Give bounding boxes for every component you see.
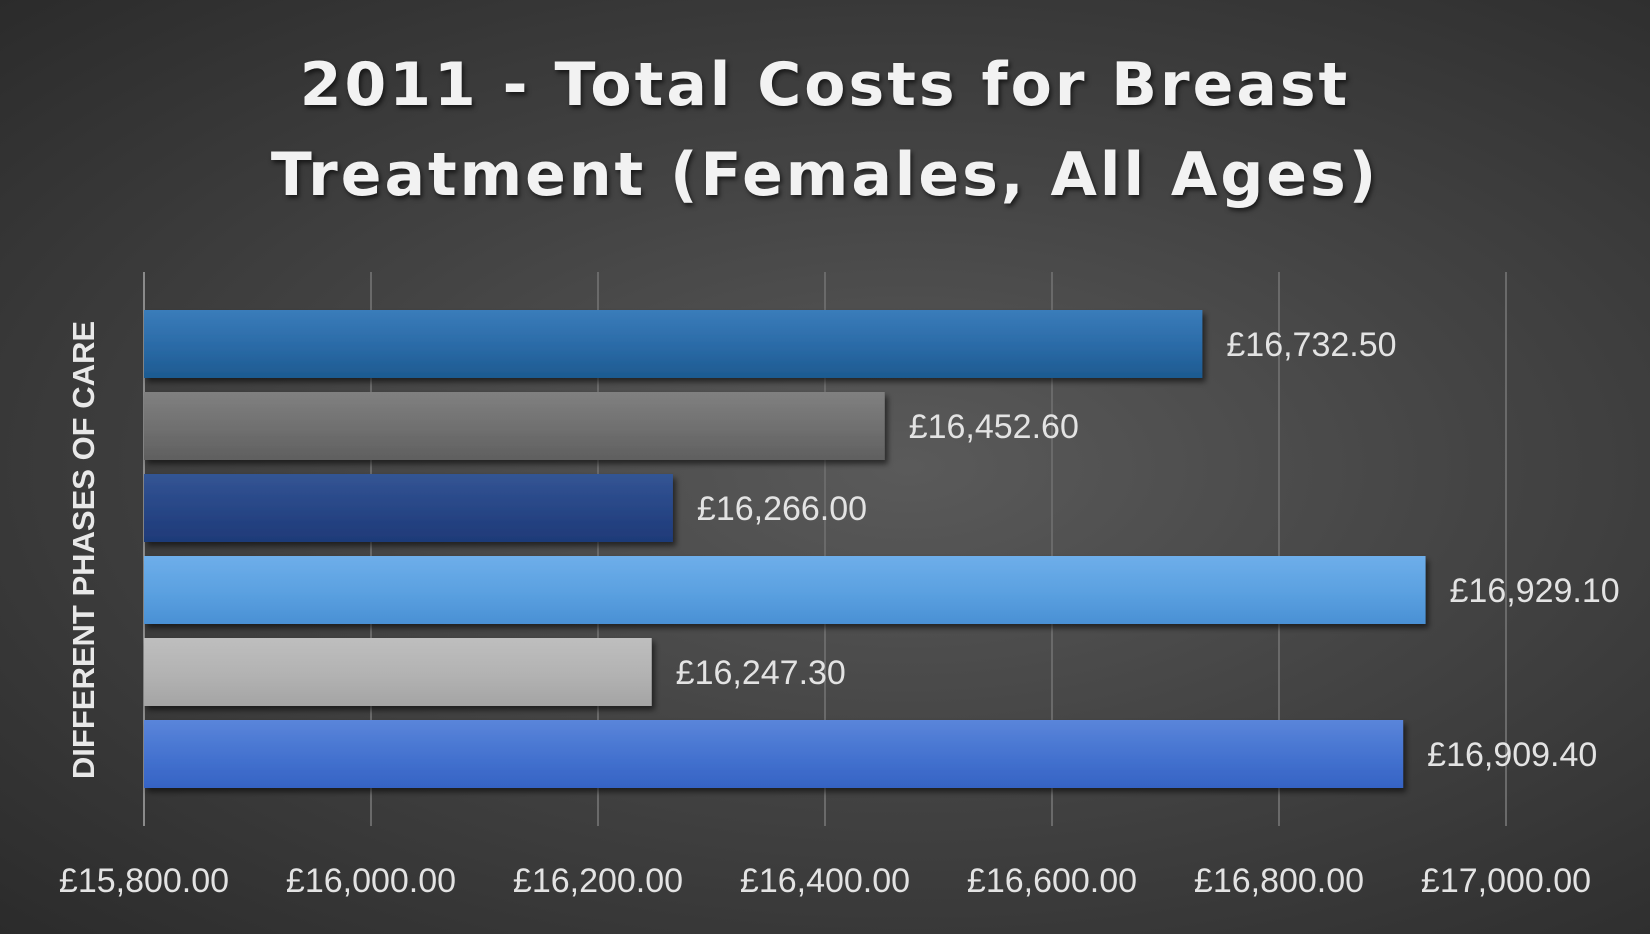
x-tick-label: £16,800.00	[1194, 862, 1364, 900]
bar-data-label: £16,909.40	[1427, 736, 1597, 774]
x-tick-label: £16,400.00	[740, 862, 910, 900]
bar	[144, 310, 1203, 378]
bar-data-label: £16,247.30	[676, 654, 846, 692]
bar-data-label: £16,452.60	[909, 408, 1079, 446]
bar	[144, 638, 652, 706]
x-axis-ticks: £15,800.00 £16,000.00 £16,200.00 £16,400.00…	[59, 862, 1591, 900]
x-tick-label: £15,800.00	[59, 862, 229, 900]
chart-title: 2011 - Total Costs for Breast Treatment …	[0, 40, 1650, 220]
bars	[144, 310, 1426, 788]
bar-data-label: £16,732.50	[1226, 326, 1396, 364]
data-labels: £16,732.50 £16,452.60 £16,266.00 £16,929.10…	[676, 326, 1620, 774]
chart-title-line-2: Treatment (Females, All Ages)	[270, 140, 1380, 210]
chart-title-line-1: 2011 - Total Costs for Breast	[299, 50, 1351, 120]
bar-data-label: £16,266.00	[697, 490, 867, 528]
bar	[144, 392, 885, 460]
bar	[144, 556, 1426, 624]
x-tick-label: £17,000.00	[1421, 862, 1591, 900]
bar	[144, 720, 1404, 788]
bar	[144, 474, 673, 542]
x-tick-label: £16,600.00	[967, 862, 1137, 900]
x-tick-label: £16,200.00	[513, 862, 683, 900]
x-tick-label: £16,000.00	[286, 862, 456, 900]
bar-data-label: £16,929.10	[1450, 572, 1620, 610]
